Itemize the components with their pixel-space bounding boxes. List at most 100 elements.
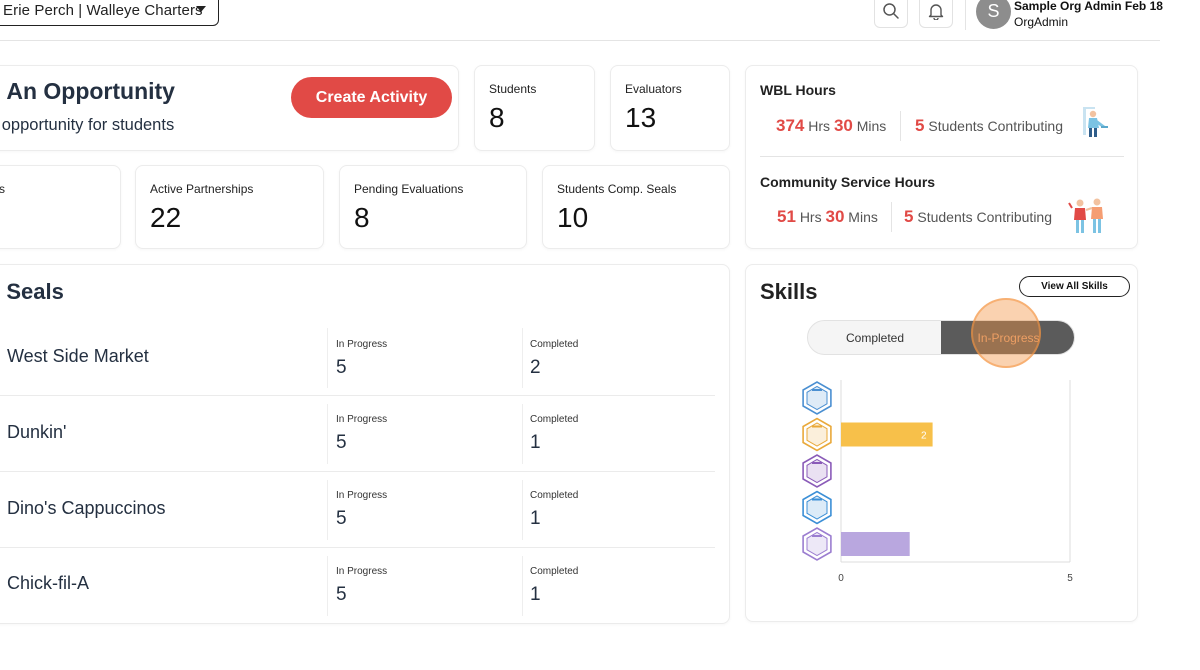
stat-card-students-comp-seals[interactable]: Students Comp. Seals 10 xyxy=(542,165,730,249)
seal-name[interactable]: Dunkin' xyxy=(7,422,67,442)
cell-divider xyxy=(327,328,328,388)
in-progress-value: 5 xyxy=(336,508,347,529)
worker-illustration-icon xyxy=(1083,107,1108,137)
org-selector-label: Erie Perch | Walleye Charters xyxy=(3,1,203,19)
opportunity-title: e An Opportunity xyxy=(0,78,175,104)
x-tick-label: 0 xyxy=(838,573,844,584)
wbl-hours-title: WBL Hours xyxy=(760,82,836,98)
caret-down-icon xyxy=(196,6,206,12)
table-row[interactable]: Dunkin' In Progress 5 Completed 1 xyxy=(0,396,715,472)
skills-title: Skills xyxy=(760,279,818,304)
view-all-skills-button[interactable]: View All Skills xyxy=(1019,276,1130,297)
seal-name[interactable]: West Side Market xyxy=(7,346,149,366)
skill-badge-band xyxy=(812,535,822,537)
stat-label: Active Partnerships xyxy=(150,182,254,196)
cell-divider xyxy=(327,404,328,464)
org-selector[interactable]: Erie Perch | Walleye Charters xyxy=(0,0,219,26)
cell-divider xyxy=(327,480,328,540)
avatar[interactable]: S xyxy=(976,0,1011,29)
skill-badge-inner xyxy=(806,495,828,520)
user-role: OrgAdmin xyxy=(1014,15,1069,29)
community-hrs: 51 xyxy=(777,207,796,226)
cell-divider xyxy=(522,556,523,616)
skill-badge-inner xyxy=(806,531,828,557)
wbl-mins: 30 xyxy=(833,116,853,135)
stat-card-students[interactable]: Students 8 xyxy=(474,65,595,151)
stat-value: 10 xyxy=(557,202,589,233)
hours-divider xyxy=(760,156,1124,157)
completed-label: Completed xyxy=(530,414,579,425)
completed-label: Completed xyxy=(530,490,579,501)
wbl-students-count: 5 xyxy=(915,116,925,135)
stat-value: 22 xyxy=(150,202,182,233)
completed-value: 2 xyxy=(530,357,541,378)
toggle-completed[interactable]: Completed xyxy=(845,330,905,345)
skill-badge-band xyxy=(812,462,822,464)
skill-bar xyxy=(841,422,933,447)
notifications-button[interactable] xyxy=(919,0,953,28)
people-illustration-icon xyxy=(1068,198,1103,233)
seal-name[interactable]: Chick-fil-A xyxy=(7,573,90,593)
stat-value: 8 xyxy=(489,102,505,133)
skill-badge-inner xyxy=(806,458,828,484)
completed-label: Completed xyxy=(530,566,579,577)
community-hours-title: Community Service Hours xyxy=(760,174,936,190)
skill-badge-band xyxy=(812,498,822,501)
stat-card-active-partnerships[interactable]: Active Partnerships 22 xyxy=(135,165,324,249)
table-row[interactable]: West Side Market In Progress 5 Completed… xyxy=(0,320,715,396)
skill-badge-band xyxy=(812,389,822,391)
community-students-count: 5 xyxy=(904,207,914,226)
skill-badge-inner xyxy=(806,422,828,447)
search-button[interactable] xyxy=(874,0,908,28)
in-progress-value: 5 xyxy=(336,357,347,378)
topbar-divider xyxy=(965,0,966,30)
stat-label: Pending Evaluations xyxy=(354,182,464,196)
user-name[interactable]: Sample Org Admin Feb 18 xyxy=(1014,0,1163,13)
hours-card xyxy=(745,65,1138,249)
in-progress-label: In Progress xyxy=(336,339,388,350)
stat-card-pending-evaluations[interactable]: Pending Evaluations 8 xyxy=(339,165,527,249)
top-bar: Erie Perch | Walleye Charters S Sample O… xyxy=(0,0,1163,41)
stat-label: s xyxy=(0,182,5,196)
seal-name[interactable]: Dino's Cappuccinos xyxy=(7,498,166,518)
create-activity-button[interactable]: Create Activity xyxy=(291,77,452,118)
skill-badge-inner xyxy=(806,385,828,411)
wbl-students: 5 Students Contributing xyxy=(915,116,1063,136)
cell-divider xyxy=(522,480,523,540)
x-tick-label: 5 xyxy=(1067,573,1073,584)
table-row[interactable]: Dino's Cappuccinos In Progress 5 Complet… xyxy=(0,472,715,548)
completed-value: 1 xyxy=(530,584,541,605)
community-divider xyxy=(891,202,892,232)
stat-card-evaluators[interactable]: Evaluators 13 xyxy=(610,65,730,151)
stat-label: Evaluators xyxy=(625,82,682,96)
cell-divider xyxy=(327,556,328,616)
click-indicator xyxy=(971,298,1041,368)
cell-divider xyxy=(522,404,523,464)
community-mins-unit: Mins xyxy=(848,209,878,225)
wbl-divider xyxy=(900,111,901,141)
stat-label: Students xyxy=(489,82,537,96)
skill-bar xyxy=(841,532,910,556)
wbl-hrs-unit: Hrs xyxy=(808,118,831,134)
search-icon xyxy=(883,3,899,19)
community-students: 5 Students Contributing xyxy=(904,207,1052,227)
completed-value: 1 xyxy=(530,508,541,529)
stat-card-partial[interactable]: s xyxy=(0,165,121,249)
table-row[interactable]: Chick-fil-A In Progress 5 Completed 1 xyxy=(0,548,715,624)
cell-divider xyxy=(522,328,523,388)
opportunity-subtitle: a opportunity for students xyxy=(0,116,175,134)
wbl-mins-unit: Mins xyxy=(856,118,887,134)
stat-value: 8 xyxy=(354,202,370,233)
in-progress-label: In Progress xyxy=(336,490,388,501)
in-progress-label: In Progress xyxy=(336,414,388,425)
in-progress-value: 5 xyxy=(336,432,347,453)
completed-label: Completed xyxy=(530,339,579,350)
community-hours-value: 51 Hrs 30 Mins xyxy=(777,207,878,227)
community-hrs-unit: Hrs xyxy=(799,209,822,225)
wbl-students-text: Students Contributing xyxy=(928,118,1063,134)
skills-chart: 2 0 5 xyxy=(802,380,1073,584)
community-mins: 30 xyxy=(825,207,845,226)
seals-title: e Seals xyxy=(0,279,64,304)
bar-value-label: 2 xyxy=(921,431,927,442)
bell-icon xyxy=(928,4,944,20)
